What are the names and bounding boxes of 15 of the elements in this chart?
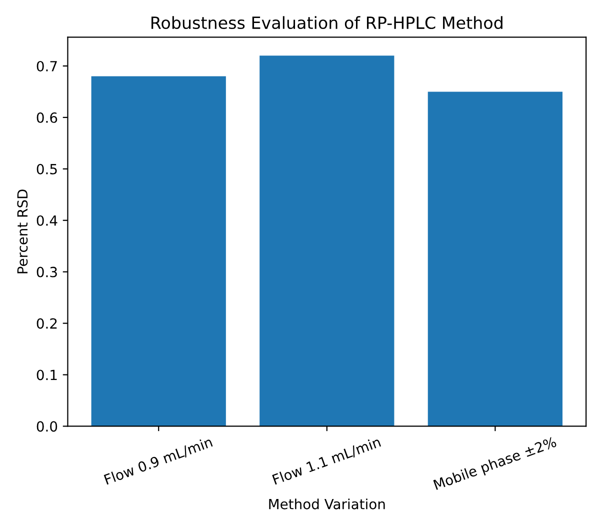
y-tick-label: 0.5 <box>36 164 57 174</box>
y-tick-label: 0.0 <box>36 421 58 432</box>
chart-title: Robustness Evaluation of RP-HPLC Method <box>152 16 502 30</box>
y-tick-label: 0.4 <box>36 215 58 226</box>
y-axis-title: Percent RSD <box>17 190 28 274</box>
bar <box>260 56 394 426</box>
y-tick-label: 0.7 <box>36 60 57 72</box>
y-tick-label: 0.3 <box>36 266 57 278</box>
y-tick-label: 0.6 <box>36 112 58 123</box>
y-tick-label: 0.1 <box>36 370 57 380</box>
x-tick-label: Mobile phase ±2% <box>433 436 558 493</box>
y-tick-label: 0.2 <box>36 318 57 329</box>
x-axis-title: Method Variation <box>269 498 385 510</box>
bar <box>91 76 226 426</box>
bar <box>428 92 562 426</box>
